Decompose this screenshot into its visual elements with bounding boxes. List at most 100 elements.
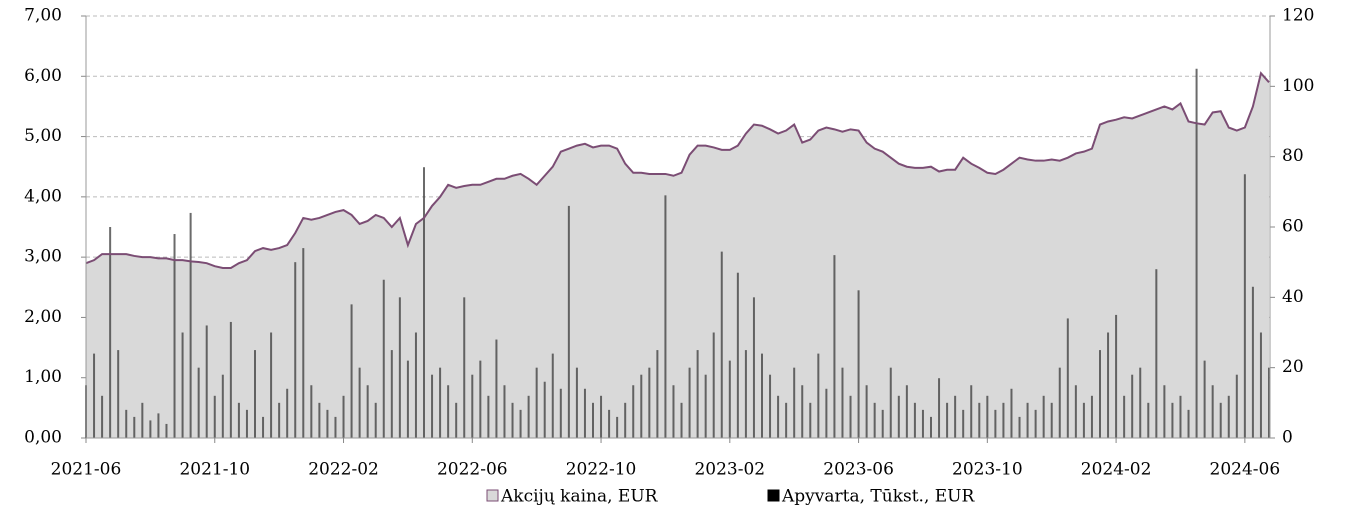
volume-bar [1107, 332, 1110, 438]
volume-bar [889, 367, 892, 438]
volume-bar [905, 385, 908, 438]
y2-tick-label: 80 [1282, 146, 1304, 166]
volume-bar [342, 395, 345, 438]
volume-bar [350, 304, 353, 438]
volume-bar [245, 409, 248, 438]
x-tick-label: 2023-10 [952, 460, 1023, 480]
volume-bar [1115, 314, 1118, 438]
volume-bar [551, 353, 554, 438]
volume-bar [318, 402, 321, 438]
volume-bar [688, 367, 691, 438]
y-tick-label: 3,00 [24, 247, 62, 267]
volume-bar [101, 395, 104, 438]
volume-bar [1147, 402, 1150, 438]
volume-bar [728, 360, 731, 438]
volume-bar [310, 385, 313, 438]
volume-bar [608, 409, 611, 438]
y-tick-label: 2,00 [24, 307, 62, 327]
volume-bar [1010, 388, 1013, 438]
volume-bar [527, 395, 530, 438]
volume-bar [777, 395, 780, 438]
y-tick-label: 5,00 [24, 126, 62, 146]
volume-bar [696, 350, 699, 438]
x-tick-label: 2022-06 [437, 460, 508, 480]
volume-bar [825, 388, 828, 438]
volume-bar [954, 395, 957, 438]
y-tick-label: 0,00 [24, 428, 62, 448]
volume-bar [157, 413, 160, 438]
volume-bar [173, 234, 176, 438]
volume-bar [270, 332, 273, 438]
volume-bar [503, 385, 506, 438]
legend-swatch [486, 489, 499, 502]
volume-bar [624, 402, 627, 438]
volume-bar [406, 360, 409, 438]
volume-bar [946, 402, 949, 438]
volume-bar [567, 205, 570, 438]
volume-bar [334, 416, 337, 438]
volume-bar [197, 367, 200, 438]
volume-bar [656, 350, 659, 438]
volume-bar [1211, 385, 1214, 438]
volume-bar [672, 385, 675, 438]
volume-bar [109, 227, 112, 438]
volume-bar [423, 167, 425, 438]
volume-bar [519, 409, 522, 438]
price-line [85, 71, 1270, 269]
volume-bar [881, 409, 884, 438]
volume-bar [559, 388, 562, 438]
volume-bar [543, 381, 546, 438]
volume-bar [938, 378, 941, 438]
volume-bar [1203, 360, 1206, 438]
y2-tick-label: 40 [1282, 287, 1304, 307]
y2-tick-label: 60 [1282, 217, 1304, 237]
volume-bar [841, 367, 844, 438]
volume-bar [1268, 367, 1270, 438]
volume-bar [398, 297, 401, 438]
volume-bar [511, 402, 514, 438]
volume-bar [664, 195, 667, 438]
volume-bar [978, 402, 981, 438]
volume-bar [125, 409, 128, 438]
volume-bar [495, 339, 498, 438]
volume-bar [463, 297, 466, 438]
volume-bar [262, 416, 265, 438]
y-tick-label: 6,00 [24, 66, 62, 86]
volume-bar [1235, 374, 1238, 438]
volume-bar [374, 402, 377, 438]
volume-bar [141, 402, 144, 438]
volume-bar [962, 409, 965, 438]
volume-bar [592, 402, 594, 438]
volume-bar [221, 374, 224, 438]
volume-bar [358, 367, 361, 438]
x-tick-label: 2024-06 [1210, 460, 1281, 480]
volume-bar [1082, 402, 1085, 438]
volume-bar [736, 272, 739, 438]
volume-bar [286, 388, 289, 438]
volume-bar [720, 251, 723, 438]
x-tick-label: 2021-10 [179, 460, 250, 480]
volume-bar [455, 402, 458, 438]
volume-bar [1171, 402, 1174, 438]
volume-bar [640, 374, 643, 438]
y-tick-label: 4,00 [24, 186, 62, 206]
volume-bar [1090, 395, 1093, 438]
volume-bar [382, 279, 385, 438]
volume-bar [165, 423, 168, 438]
volume-bar [986, 395, 989, 438]
volume-bar [1251, 286, 1254, 438]
volume-bar [471, 374, 474, 438]
y2-tick-label: 100 [1282, 76, 1314, 96]
x-tick-label: 2022-02 [308, 460, 379, 480]
volume-bar [600, 395, 603, 438]
price-area [86, 73, 1269, 439]
y2-tick-label: 120 [1282, 6, 1314, 26]
x-tick-label: 2023-06 [823, 460, 894, 480]
volume-bar [913, 402, 916, 438]
volume-bar [294, 262, 297, 438]
volume-bar [761, 353, 763, 438]
volume-bar [1155, 269, 1158, 438]
volume-bar [785, 402, 788, 438]
y-tick-label: 7,00 [24, 6, 62, 26]
